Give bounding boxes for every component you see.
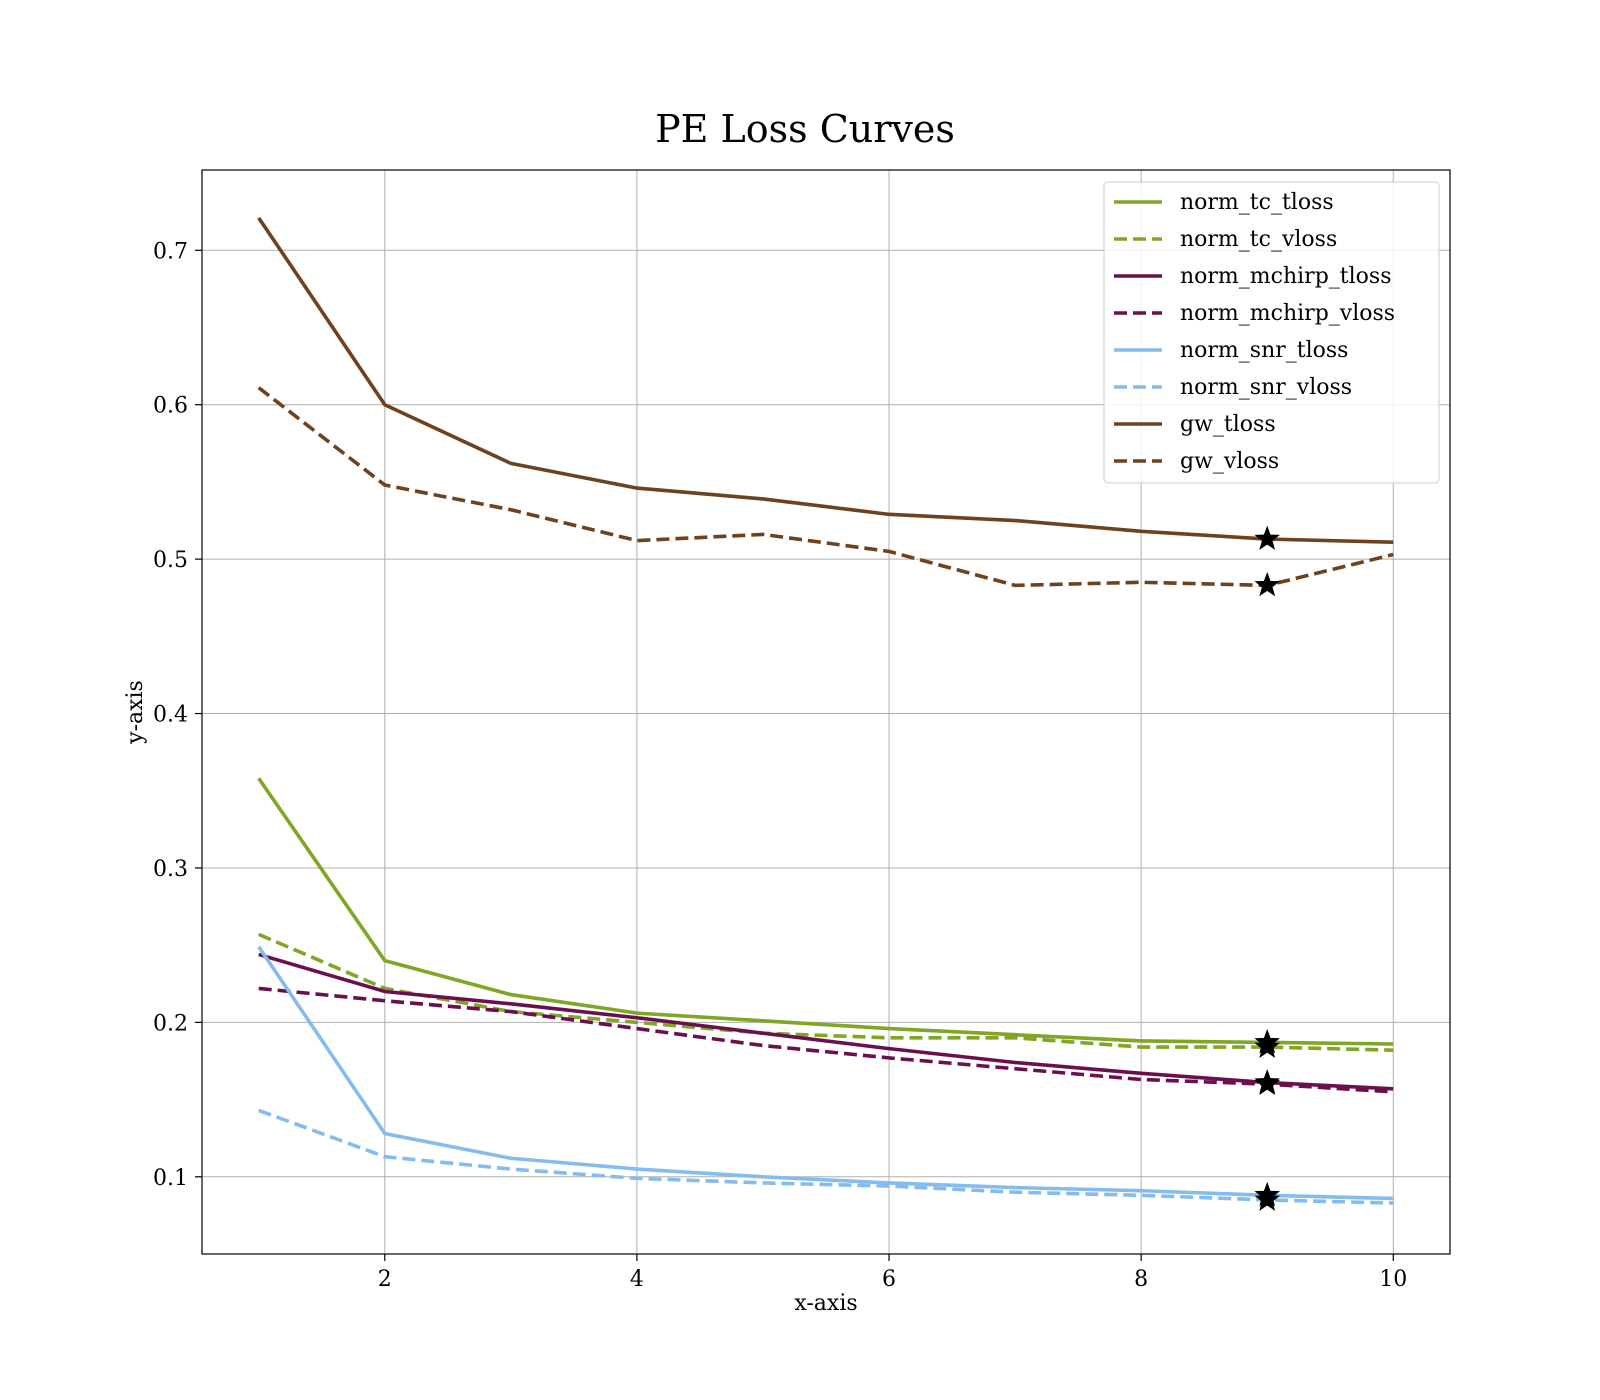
y-tick-label: 0.1 bbox=[153, 1166, 188, 1191]
x-tick-label: 2 bbox=[378, 1267, 392, 1292]
legend-label-norm_mchirp_tloss: norm_mchirp_tloss bbox=[1180, 264, 1391, 289]
y-tick-label: 0.4 bbox=[153, 703, 188, 728]
best-marker-gw_vloss bbox=[1254, 571, 1280, 597]
y-tick-label: 0.2 bbox=[153, 1011, 188, 1036]
series-line-norm_snr_vloss bbox=[258, 1108, 1394, 1205]
series-line-norm_snr_tloss bbox=[257, 945, 1394, 1201]
series-line-gw_vloss bbox=[257, 386, 1394, 588]
best-marker-norm_tc_vloss bbox=[1254, 1033, 1280, 1058]
legend: norm_tc_tloss norm_tc_vloss norm_mchirp_tl… bbox=[1103, 181, 1440, 484]
y-tick-label: 0.5 bbox=[153, 548, 188, 573]
legend-label-gw_tloss: gw_tloss bbox=[1180, 412, 1276, 437]
grid-lines bbox=[202, 170, 1450, 1254]
legend-label-norm_tc_tloss: norm_tc_tloss bbox=[1180, 190, 1334, 215]
series-line-norm_tc_vloss bbox=[258, 932, 1394, 1052]
y-tick-label: 0.6 bbox=[153, 394, 188, 419]
legend-label-norm_mchirp_vloss: norm_mchirp_vloss bbox=[1180, 301, 1395, 326]
y-tick-label: 0.3 bbox=[153, 857, 188, 882]
best-marker-norm_mchirp_vloss bbox=[1254, 1070, 1280, 1096]
x-tick-label: 10 bbox=[1379, 1267, 1407, 1292]
y-tick-label: 0.7 bbox=[153, 239, 188, 264]
x-tick-label: 4 bbox=[630, 1267, 644, 1292]
axis-ticks: 2 4 6 8 10 0.1 0.2 0.3 0.4 0.5 0.6 0.7 bbox=[153, 239, 1407, 1292]
best-markers bbox=[1254, 525, 1280, 1211]
x-tick-label: 6 bbox=[882, 1267, 896, 1292]
legend-label-norm_tc_vloss: norm_tc_vloss bbox=[1180, 227, 1337, 252]
legend-label-norm_snr_vloss: norm_snr_vloss bbox=[1180, 375, 1352, 400]
y-axis-label: y-axis bbox=[123, 680, 148, 745]
series-line-norm_mchirp_vloss bbox=[258, 986, 1394, 1094]
legend-label-norm_snr_tloss: norm_snr_tloss bbox=[1180, 338, 1348, 363]
x-axis-label: x-axis bbox=[794, 1291, 857, 1316]
legend-label-gw_vloss: gw_vloss bbox=[1180, 449, 1279, 474]
plot-frame bbox=[201, 169, 1451, 1255]
best-marker-gw_tloss bbox=[1254, 525, 1280, 550]
series-line-gw_tloss bbox=[257, 216, 1394, 544]
series-layer bbox=[257, 216, 1394, 1205]
best-marker-norm_snr_vloss bbox=[1254, 1186, 1280, 1211]
legend-box bbox=[1103, 181, 1440, 484]
series-line-norm_tc_tloss bbox=[257, 777, 1394, 1046]
chart-title: PE Loss Curves bbox=[655, 107, 955, 151]
x-tick-label: 8 bbox=[1134, 1267, 1148, 1292]
series-line-norm_mchirp_tloss bbox=[258, 952, 1394, 1091]
